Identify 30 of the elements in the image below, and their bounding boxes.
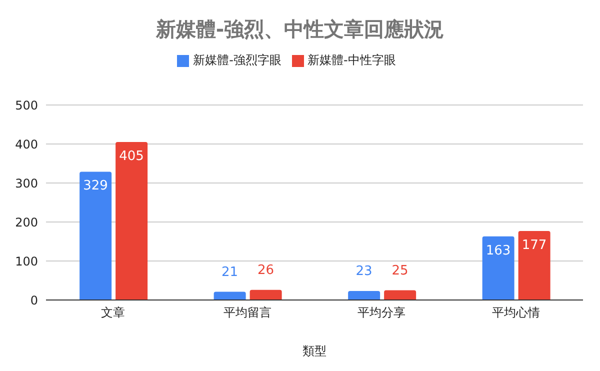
bar: [80, 172, 112, 300]
data-label: 25: [392, 263, 408, 278]
bar: [214, 292, 246, 300]
x-axis-title: 類型: [302, 344, 326, 358]
y-tick-label: 300: [15, 176, 38, 190]
bar: [384, 290, 416, 300]
data-label: 329: [83, 178, 108, 194]
bar: [482, 236, 514, 300]
bar: [250, 290, 282, 300]
data-label: 163: [486, 243, 511, 258]
y-tick-label: 0: [30, 293, 38, 308]
legend-label: 新媒體-強烈字眼: [193, 53, 282, 67]
data-label: 177: [522, 238, 547, 253]
bar: [348, 291, 380, 300]
y-tick-label: 100: [15, 254, 38, 268]
data-label: 21: [222, 264, 238, 280]
legend-label: 新媒體-中性字眼: [308, 53, 396, 67]
bar: [116, 142, 148, 300]
x-tick-label: 平均分享: [358, 306, 406, 320]
bar: [518, 230, 550, 300]
data-label: 23: [356, 264, 372, 280]
y-tick-label: 200: [15, 215, 38, 230]
x-tick-label: 平均留言: [223, 306, 272, 320]
chart-title: 新媒體-強烈、中性文章回應狀況: [154, 16, 446, 43]
data-label: 26: [258, 262, 274, 278]
data-label: 405: [119, 149, 144, 164]
x-tick-label: 平均心情: [492, 306, 540, 320]
y-tick-label: 400: [15, 137, 38, 152]
y-tick-label: 500: [15, 98, 38, 112]
x-tick-label: 文章: [101, 306, 126, 320]
